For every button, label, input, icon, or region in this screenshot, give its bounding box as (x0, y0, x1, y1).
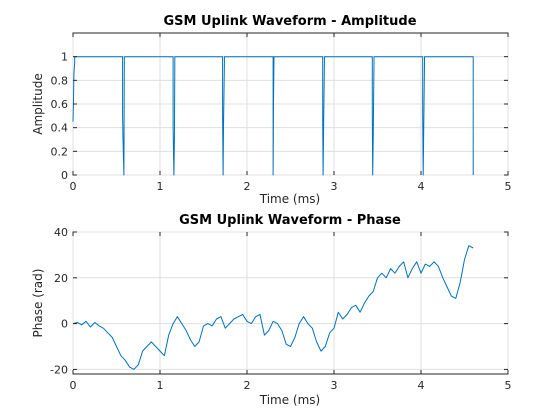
amplitude-y-axis-label: Amplitude (31, 73, 45, 135)
amplitude-x-tick-label: 0 (70, 180, 77, 193)
phase-x-tick-label: 2 (244, 379, 251, 392)
amplitude-x-axis-label: Time (ms) (259, 192, 321, 206)
amplitude-y-tick-label: 0.8 (51, 74, 69, 87)
amplitude-x-tick-label: 1 (157, 180, 164, 193)
amplitude-y-tick-label: 0.4 (51, 122, 69, 135)
amplitude-y-tick-label: 1 (61, 51, 68, 64)
amplitude-y-tick-label: 0.6 (51, 98, 69, 111)
amplitude-x-tick-label: 5 (505, 180, 512, 193)
phase-y-tick-label: -20 (50, 363, 68, 376)
phase-title: GSM Uplink Waveform - Phase (179, 213, 401, 228)
amplitude-title: GSM Uplink Waveform - Amplitude (163, 14, 416, 29)
phase-plot-area (72, 231, 509, 375)
phase-series-line (72, 245, 474, 370)
phase-x-tick-label: 0 (70, 379, 77, 392)
phase-x-tick-label: 5 (505, 379, 512, 392)
amplitude-plot: 0 1 2 3 4 5 0 0.2 0.4 0.6 0.8 1 GSM Uplink Waveform… (31, 14, 512, 206)
phase-y-tick-label: 20 (54, 272, 68, 285)
phase-x-axis-label: Time (ms) (259, 393, 321, 407)
amplitude-x-tick-label: 3 (331, 180, 338, 193)
amplitude-y-tick-label: 0 (61, 169, 68, 182)
phase-x-tick-label: 4 (418, 379, 425, 392)
phase-x-tick-label: 1 (157, 379, 164, 392)
amplitude-y-tick-label: 0.2 (51, 145, 69, 158)
phase-x-tick-label: 3 (331, 379, 338, 392)
phase-y-tick-label: 0 (61, 318, 68, 331)
phase-y-tick-label: 40 (54, 226, 68, 239)
amplitude-x-tick-label: 4 (418, 180, 425, 193)
amplitude-x-tick-label: 2 (244, 180, 251, 193)
phase-y-axis-label: Phase (rad) (31, 269, 45, 338)
amplitude-series-line (72, 56, 474, 176)
